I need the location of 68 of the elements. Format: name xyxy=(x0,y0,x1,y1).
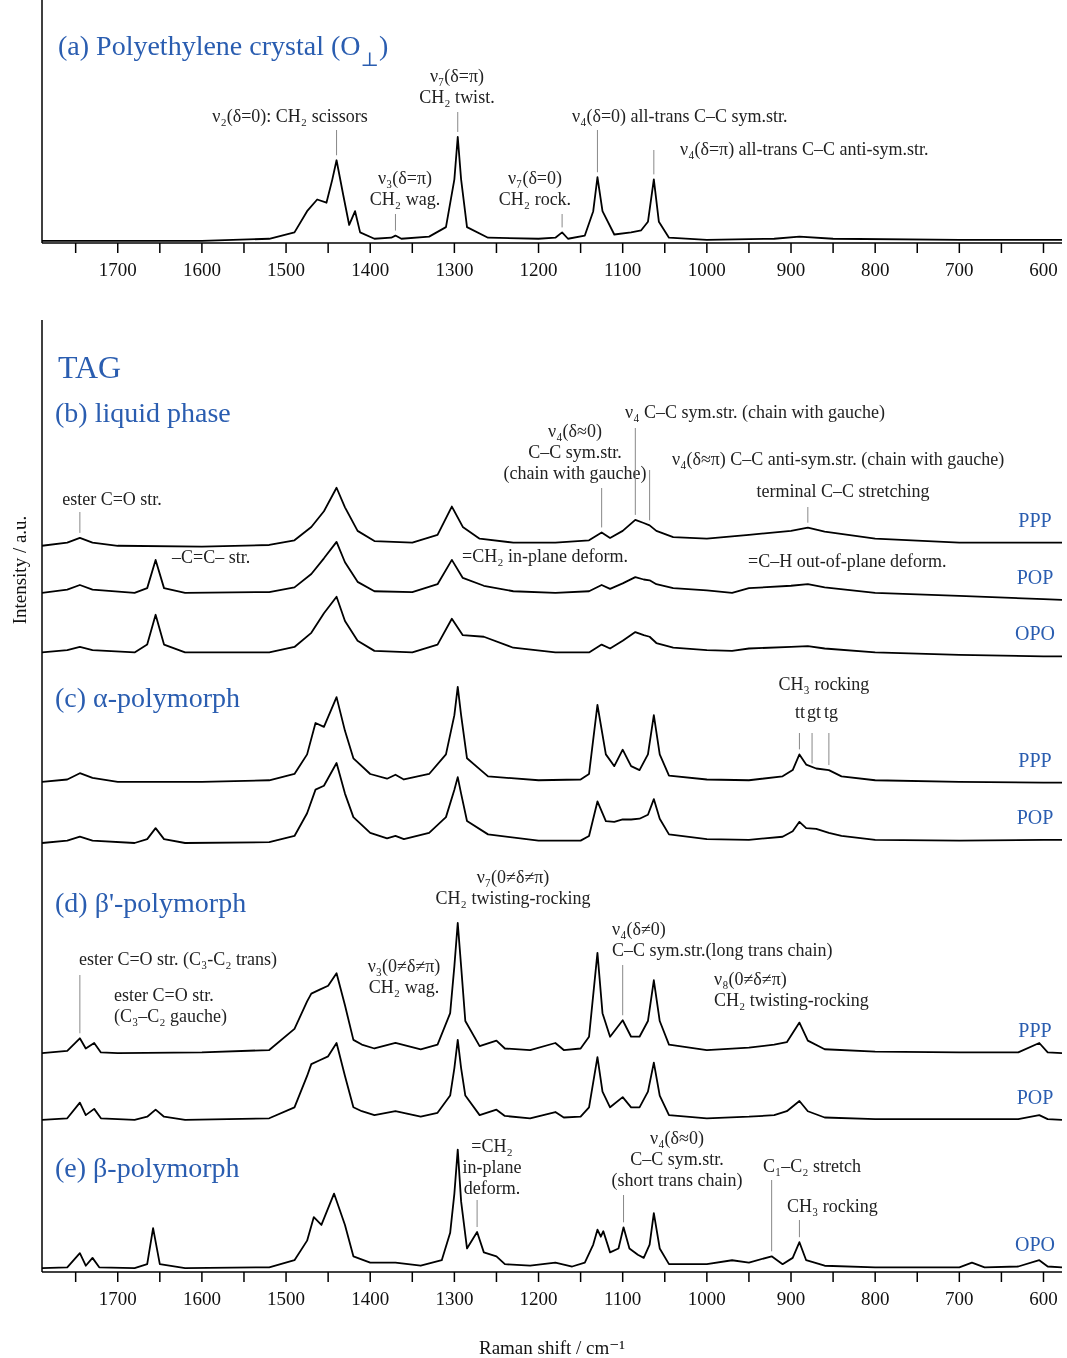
x-tick-label: 1200 xyxy=(519,1288,558,1310)
text: TAG xyxy=(58,349,122,385)
annotation: ν₂(δ=0): CH₂ scissors xyxy=(212,106,368,127)
annotation: (e) β-polymorph xyxy=(55,1152,240,1183)
x-tick-label: 800 xyxy=(860,259,890,281)
annotation: ν₇(δ=π) CH₂ twist. xyxy=(419,66,495,107)
annotation: ν₇(δ=0) CH₂ rock. xyxy=(498,168,572,209)
annotation: C₁–C₂ stretch xyxy=(763,1156,862,1176)
annotation: (d) β'-polymorph xyxy=(55,887,247,918)
x-tick-label: 600 xyxy=(1029,259,1058,281)
chart-title: (a) Polyethylene crystal (O$_{⊥}$) xyxy=(58,30,389,70)
x-tick-label: 600 xyxy=(1029,1288,1058,1310)
x-tick-label: 1400 xyxy=(351,1288,390,1310)
annotation: ester C=O str. xyxy=(62,489,162,509)
annotation: ν₄(δ≈0) C–C sym.str. (short trans chain) xyxy=(611,1128,743,1191)
annotation: =CH₂ in-plane deform. xyxy=(462,546,628,566)
annotation: (c) α-polymorph xyxy=(55,682,240,713)
annotation: ester C=O str. (C₃–C₂ gauche) xyxy=(114,985,228,1027)
x-tick-label: 900 xyxy=(776,259,806,281)
series-label: OPO xyxy=(1014,622,1056,645)
annotation: ν₄ C–C sym.str. (chain with gauche) xyxy=(625,402,885,423)
series-label: POP xyxy=(1016,565,1054,588)
x-tick-label: 1600 xyxy=(182,1288,221,1310)
x-tick-label: 1100 xyxy=(604,259,642,281)
annotation: ν₄(δ≈π) C–C anti-sym.str. (chain with gauche) xyxy=(672,449,1005,470)
annotation: CH₃ rocking xyxy=(778,674,870,694)
series-label: PPP xyxy=(1018,1019,1052,1042)
x-tick-label: 700 xyxy=(945,1288,974,1310)
x-tick-label: 1200 xyxy=(519,259,558,281)
x-tick-label: 800 xyxy=(860,1288,890,1310)
series-label: PPP xyxy=(1018,748,1052,771)
x-tick-label: 900 xyxy=(776,1288,806,1310)
annotation: tt xyxy=(794,702,806,722)
x-tick-label: 1600 xyxy=(182,259,221,281)
annotation: –C=C– str. xyxy=(171,547,251,567)
annotation: terminal C–C stretching xyxy=(756,481,930,501)
annotation: gt xyxy=(806,702,822,722)
annotation: ν₄(δ≈0) C–C sym.str. (chain with gauche) xyxy=(503,421,647,484)
x-tick-label: 700 xyxy=(945,259,974,281)
x-axis-title: Raman shift / cm⁻¹ xyxy=(478,1337,626,1358)
text: (b) liquid phase xyxy=(55,397,231,428)
x-tick-label: 1300 xyxy=(435,259,474,281)
annotation: ν₃(δ=π) CH₂ wag. xyxy=(369,168,441,209)
x-tick-label: 1300 xyxy=(435,1288,474,1310)
x-tick-label: 1700 xyxy=(98,1288,137,1310)
x-tick-label: 1700 xyxy=(98,259,137,281)
series-label: PPP xyxy=(1018,508,1052,531)
annotation: =CH₂ in-plane deform. xyxy=(462,1136,522,1198)
x-tick-label: 1500 xyxy=(267,259,306,281)
annotation: tg xyxy=(823,702,839,722)
y-axis-title: Intensity / a.u. xyxy=(9,515,30,625)
annotation: ν₄(δ=0) all-trans C–C sym.str. xyxy=(572,106,788,127)
annotation: ν₄(δ≠0) C–C sym.str.(long trans chain) xyxy=(612,919,833,961)
series-label: POP xyxy=(1016,805,1054,828)
x-tick-label: 1000 xyxy=(687,259,726,281)
annotation: ν₄(δ=π) all-trans C–C anti-sym.str. xyxy=(680,139,929,160)
annotation: ester C=O str. (C₃-C₂ trans) xyxy=(78,949,278,970)
annotation: CH₃ rocking xyxy=(787,1196,878,1216)
series-label: POP xyxy=(1016,1085,1054,1108)
x-tick-label: 1000 xyxy=(687,1288,726,1310)
annotation: ν₈(0≠δ≠π) CH₂ twisting-rocking xyxy=(714,969,869,1010)
x-tick-label: 1500 xyxy=(267,1288,306,1310)
x-tick-label: 1100 xyxy=(604,1288,642,1310)
annotation: =C–H out-of-plane deform. xyxy=(748,551,947,571)
annotation: ν₃(0≠δ≠π) CH₂ wag. xyxy=(367,956,441,997)
series-label: OPO xyxy=(1014,1233,1056,1256)
x-tick-label: 1400 xyxy=(351,259,390,281)
annotation: ν₇(0≠δ≠π) CH₂ twisting-rocking xyxy=(435,867,591,908)
